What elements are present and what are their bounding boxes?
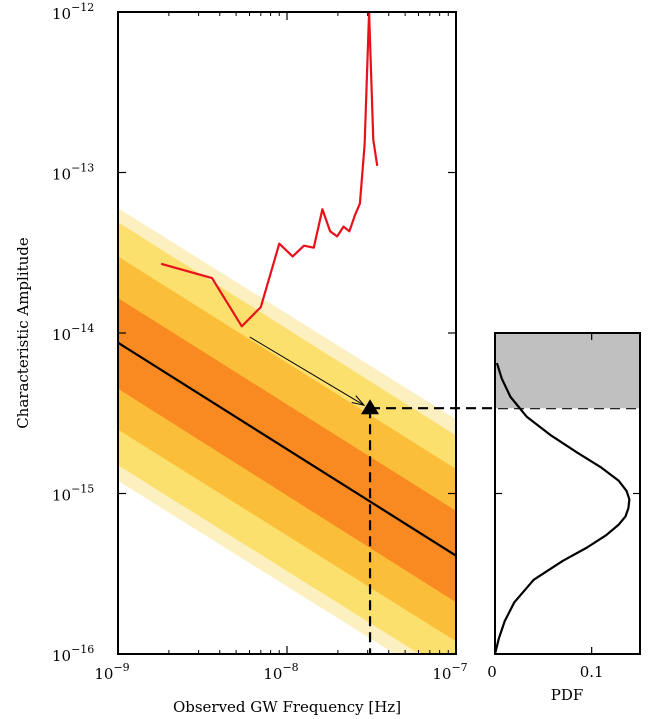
side-x-axis-label: PDF bbox=[551, 686, 584, 704]
main-y-axis-label: Characteristic Amplitude bbox=[14, 237, 32, 429]
x-tick-label: 10−9 bbox=[94, 661, 129, 683]
median-line bbox=[118, 341, 456, 557]
side-axis-ticks: 0 0.1 bbox=[487, 332, 640, 681]
y-tick-label: 10−16 bbox=[52, 643, 94, 665]
side-x-tick-label: 0 bbox=[487, 663, 497, 681]
y-tick-label: 10−12 bbox=[52, 1, 94, 23]
y-tick-label: 10−15 bbox=[52, 483, 94, 505]
y-tick-exponent: −14 bbox=[71, 322, 94, 335]
main-plot-lines bbox=[118, 12, 456, 557]
side-x-tick-label: 0.1 bbox=[580, 663, 604, 681]
marker-triangle bbox=[361, 399, 380, 415]
upper-limit-curve bbox=[160, 12, 379, 328]
x-tick-exponent: −7 bbox=[451, 661, 467, 674]
side-shaded-region bbox=[495, 333, 640, 409]
y-tick-exponent: −15 bbox=[71, 483, 94, 496]
arrow bbox=[249, 336, 364, 405]
y-tick-label: 10−13 bbox=[52, 162, 94, 184]
x-tick-exponent: −9 bbox=[113, 661, 129, 674]
pdf-curve bbox=[495, 362, 631, 654]
side-plot-lines bbox=[495, 362, 631, 654]
excluded-region bbox=[495, 333, 640, 409]
x-tick-label: 10−8 bbox=[263, 661, 298, 683]
y-tick-label: 10−14 bbox=[52, 322, 94, 344]
main-x-axis-label: Observed GW Frequency [Hz] bbox=[173, 698, 401, 716]
y-tick-exponent: −16 bbox=[71, 643, 94, 656]
y-tick-exponent: −13 bbox=[71, 162, 94, 175]
y-tick-exponent: −12 bbox=[71, 1, 94, 14]
x-tick-exponent: −8 bbox=[282, 661, 298, 674]
x-tick-label: 10−7 bbox=[432, 661, 467, 683]
